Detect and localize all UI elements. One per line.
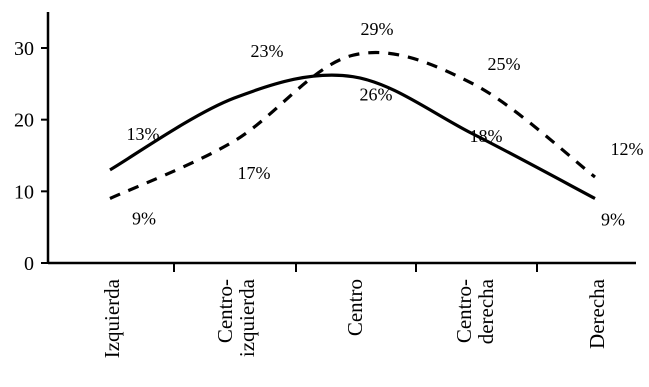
y-tick-label: 10 <box>14 181 34 203</box>
x-category-label: Derecha <box>585 278 609 349</box>
dashed-series-data-label: 12% <box>611 139 644 159</box>
dashed-series-data-label: 25% <box>488 54 521 74</box>
y-tick-label: 30 <box>14 38 34 60</box>
x-category-label-line: Centro- <box>213 279 237 343</box>
axes <box>41 12 636 272</box>
x-category-label-line: izquierda <box>235 278 259 357</box>
dashed-series-data-label: 17% <box>238 163 271 183</box>
x-category-label: Izquierda <box>100 278 124 358</box>
solid-series-line <box>109 73 596 200</box>
x-category-label: Centro-izquierda <box>213 278 259 357</box>
y-tick-label: 0 <box>24 253 34 275</box>
y-tick-label: 20 <box>14 110 34 132</box>
solid-series-data-label: 26% <box>360 85 393 105</box>
solid-series-data-label: 18% <box>470 126 503 146</box>
x-category-label-line: Izquierda <box>100 278 124 358</box>
x-category-label-line: Centro- <box>452 279 476 343</box>
series-lines <box>109 50 596 200</box>
solid-series-data-label: 9% <box>601 210 625 230</box>
dashed-series-data-label: 29% <box>361 19 394 39</box>
tick-labels: 0 10 20 30 Izquierda Centro-izquierda Centro Ce… <box>14 38 609 358</box>
x-category-label-line: derecha <box>474 278 498 344</box>
solid-series-data-label: 13% <box>127 124 160 144</box>
dashed-series-line <box>109 50 596 200</box>
data-labels: 13% 23% 26% 18% 9% 9% 17% 29% 25% 12% <box>127 19 644 229</box>
x-category-label: Centro-derecha <box>452 278 498 344</box>
x-category-label-line: Derecha <box>585 278 609 349</box>
x-category-label: Centro <box>343 279 367 336</box>
solid-series-data-label: 23% <box>251 41 284 61</box>
x-category-label-line: Centro <box>343 279 367 336</box>
dashed-series-data-label: 9% <box>132 209 156 229</box>
